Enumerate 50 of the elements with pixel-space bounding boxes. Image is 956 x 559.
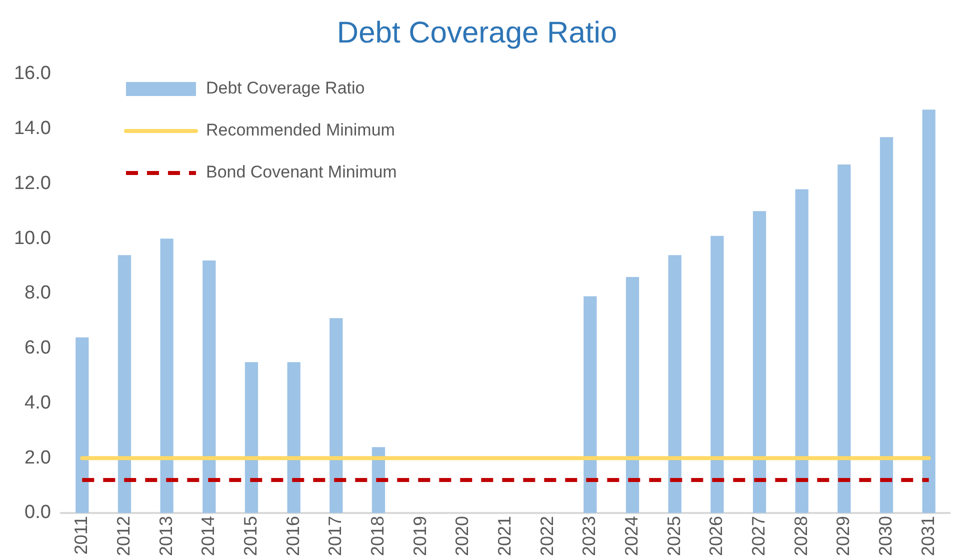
bar bbox=[330, 318, 343, 513]
y-tick-label: 14.0 bbox=[14, 118, 51, 140]
x-tick-label: 2025 bbox=[664, 516, 684, 556]
legend-label: Debt Coverage Ratio bbox=[206, 78, 365, 98]
x-tick-label: 2015 bbox=[240, 516, 260, 556]
bar bbox=[795, 189, 808, 513]
legend-label: Recommended Minimum bbox=[206, 120, 395, 140]
x-tick-label: 2027 bbox=[748, 516, 768, 556]
x-tick-label: 2026 bbox=[706, 516, 726, 556]
x-tick-label: 2012 bbox=[113, 516, 134, 556]
y-tick-label: 2.0 bbox=[24, 447, 51, 468]
x-tick-label: 2022 bbox=[536, 516, 557, 556]
x-tick-label: 2013 bbox=[156, 516, 176, 556]
bar bbox=[118, 255, 132, 513]
y-tick-label: 16.0 bbox=[14, 63, 51, 84]
x-tick-label: 2020 bbox=[452, 516, 472, 556]
legend-label: Bond Covenant Minimum bbox=[206, 162, 397, 182]
x-tick-label: 2030 bbox=[875, 516, 896, 556]
bar bbox=[752, 211, 766, 513]
bar bbox=[922, 110, 936, 513]
x-tick-label: 2029 bbox=[833, 516, 854, 556]
bar bbox=[202, 260, 216, 513]
bar bbox=[838, 164, 851, 513]
bar bbox=[287, 362, 300, 513]
y-tick-label: 0.0 bbox=[24, 502, 51, 524]
x-tick-label: 2023 bbox=[579, 516, 600, 556]
x-tick-label: 2019 bbox=[410, 516, 430, 556]
x-tick-label: 2014 bbox=[198, 516, 218, 556]
x-tick-label: 2031 bbox=[918, 516, 938, 556]
x-tick-label: 2028 bbox=[790, 516, 811, 556]
bar bbox=[160, 238, 174, 513]
x-tick-label: 2017 bbox=[325, 516, 346, 556]
y-tick-label: 8.0 bbox=[24, 282, 51, 304]
bar bbox=[710, 236, 724, 513]
x-tick-label: 2011 bbox=[71, 516, 92, 555]
bar bbox=[76, 337, 89, 513]
x-tick-label: 2018 bbox=[367, 516, 388, 556]
x-tick-label: 2024 bbox=[621, 516, 642, 556]
x-tick-label: 2016 bbox=[282, 516, 303, 556]
bar bbox=[626, 277, 640, 513]
bar bbox=[880, 137, 894, 513]
bar bbox=[244, 362, 258, 513]
y-tick-label: 12.0 bbox=[14, 172, 51, 194]
chart-title: Debt Coverage Ratio bbox=[336, 16, 618, 50]
y-tick-label: 6.0 bbox=[24, 338, 51, 359]
x-tick-label: 2021 bbox=[494, 516, 514, 556]
bar bbox=[668, 255, 682, 513]
y-tick-label: 4.0 bbox=[24, 392, 51, 414]
bar bbox=[584, 296, 597, 513]
y-tick-label: 10.0 bbox=[14, 228, 51, 249]
